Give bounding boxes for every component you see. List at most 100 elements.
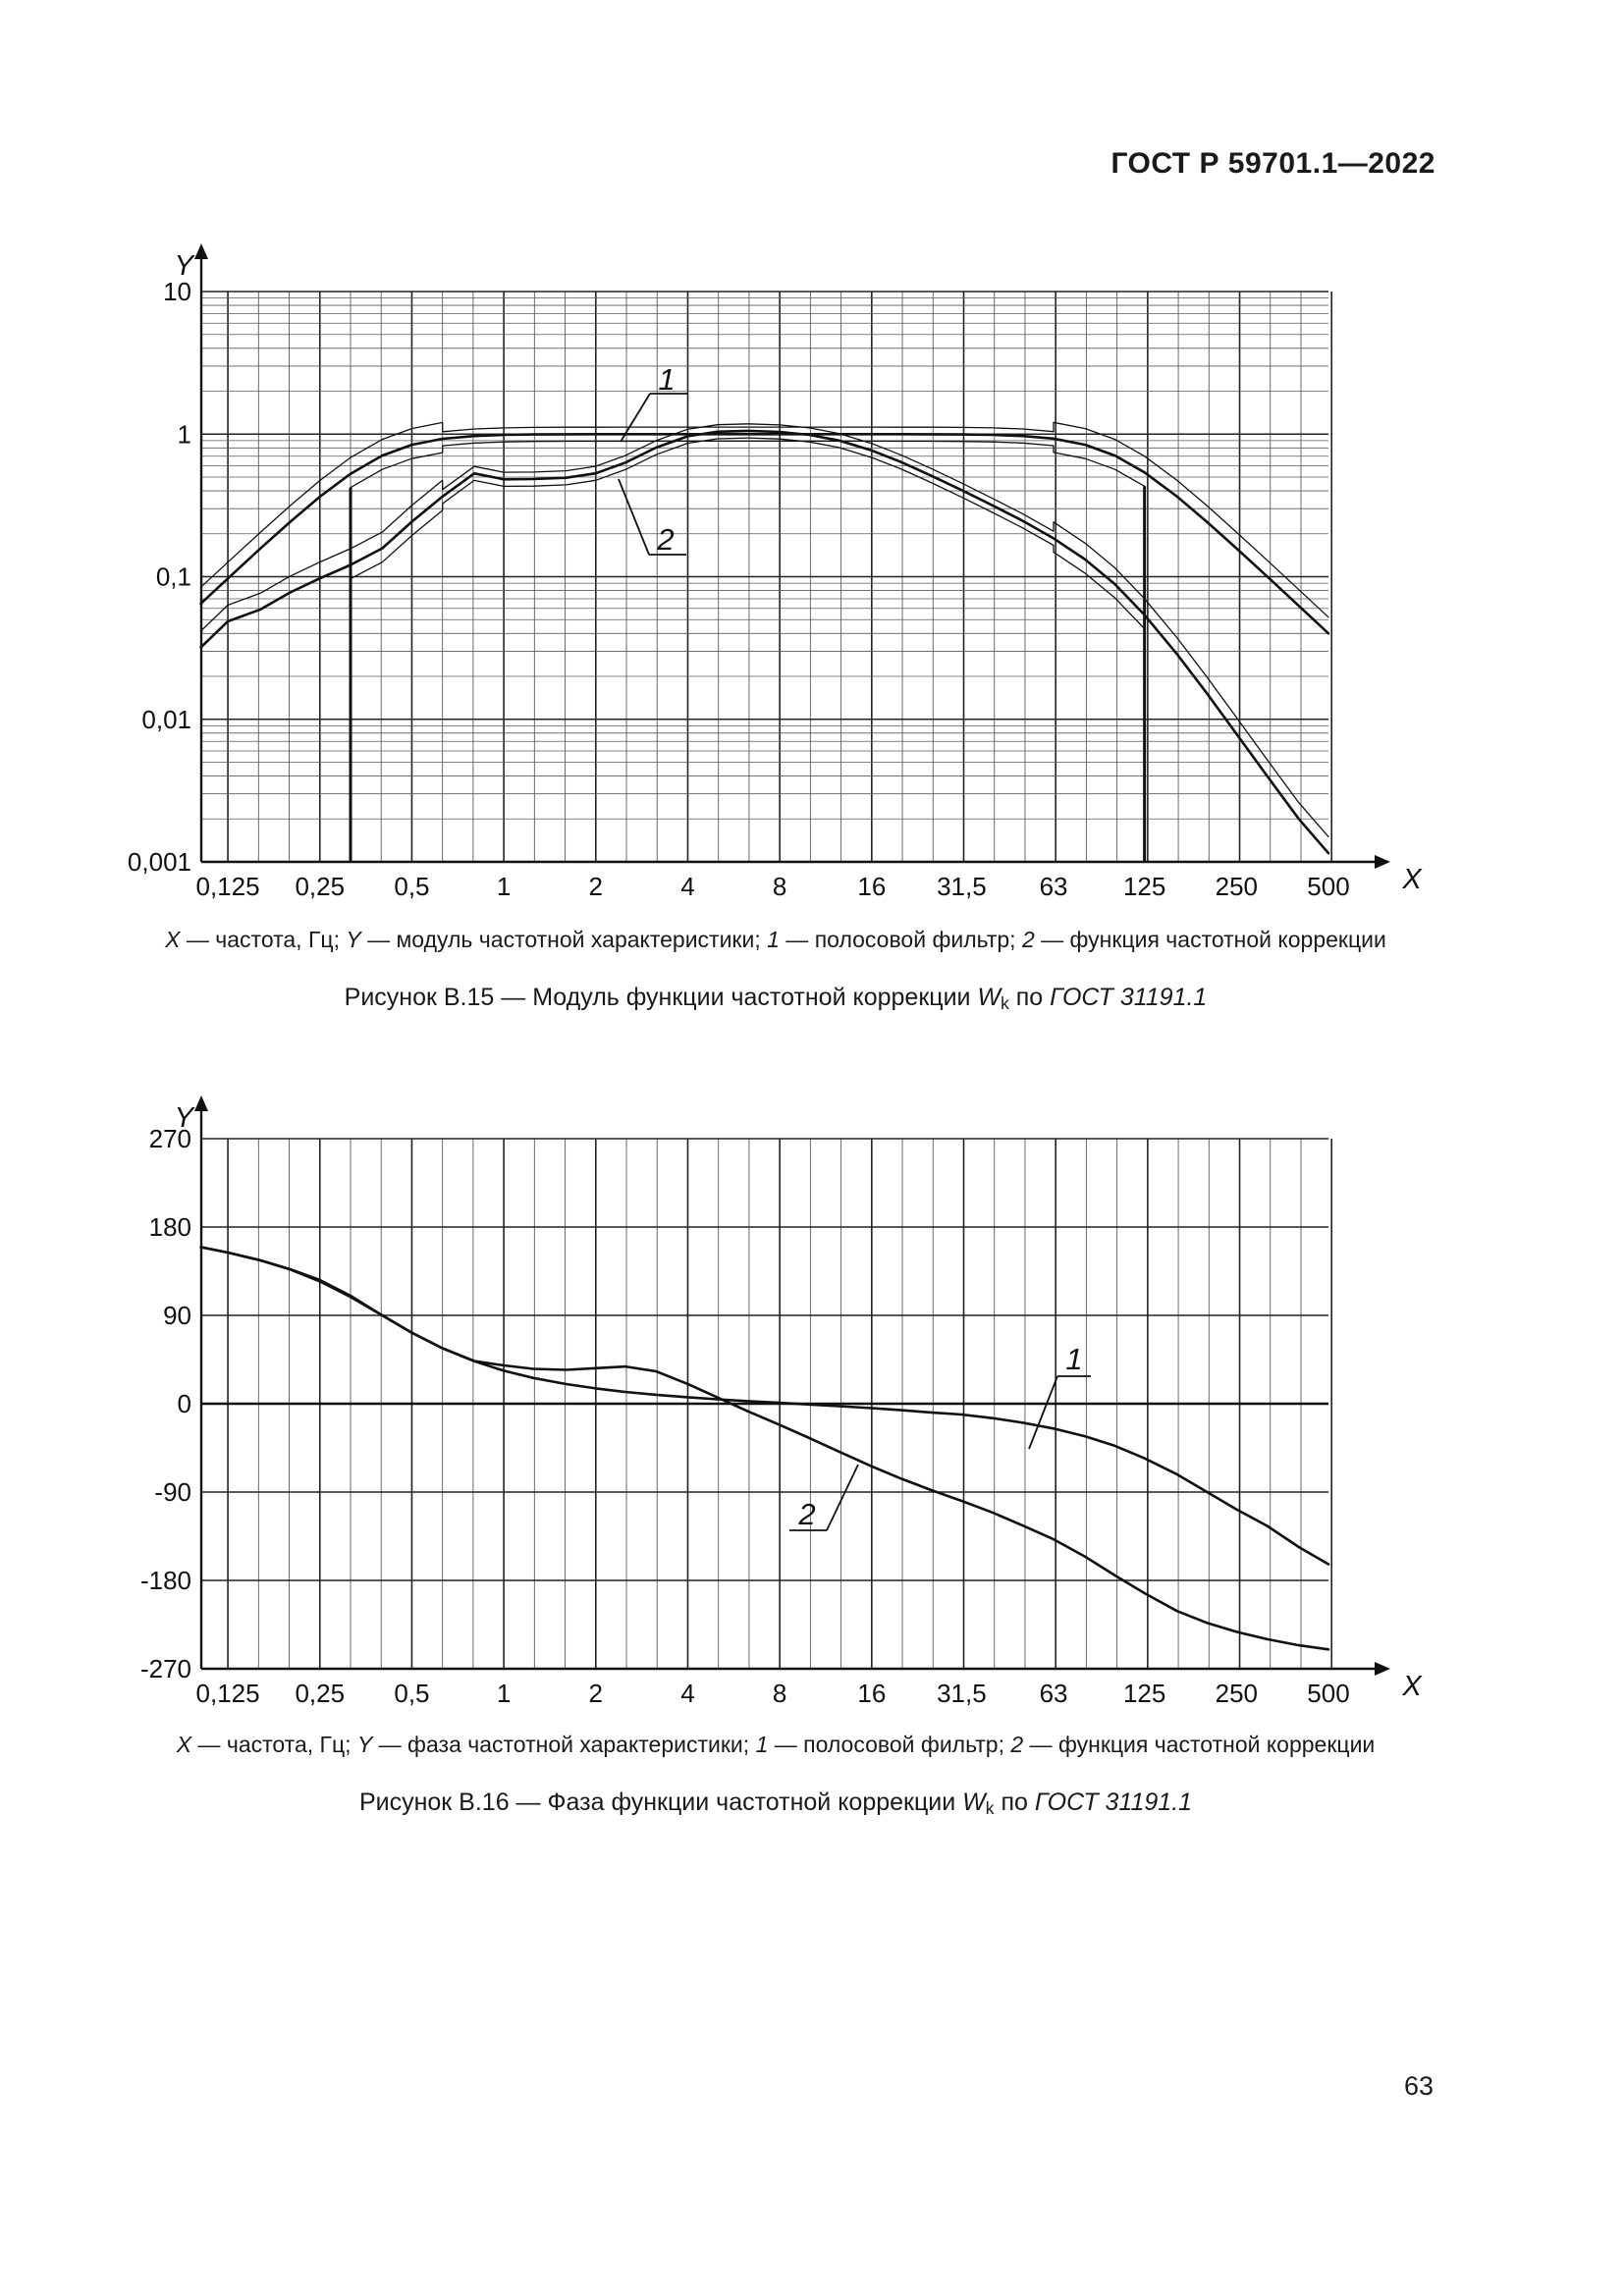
y-tick-label: 0,01 — [141, 705, 191, 734]
caption-segment: ГОСТ 31191.1 — [1050, 984, 1208, 1011]
caption-segment: Рисунок В.16 — Фаза функции частотной ко… — [358, 1789, 963, 1816]
x-tick-label: 250 — [1216, 872, 1258, 901]
x-tick-label: 1 — [497, 872, 511, 901]
y-tick-label: 10 — [163, 277, 191, 306]
x-tick-label: 16 — [857, 872, 886, 901]
callout-label: 2 — [656, 522, 674, 557]
caption-segment: Рисунок В.15 — Модуль функции частотной … — [344, 984, 978, 1011]
caption-segment: Y — [356, 1732, 373, 1757]
x-tick-label: 250 — [1216, 1679, 1258, 1708]
callout-label: 1 — [658, 362, 675, 397]
x-axis-arrow — [1375, 855, 1390, 869]
x-tick-label: 16 — [857, 1679, 886, 1708]
caption-segment: 2 — [1021, 927, 1035, 952]
fig15-title: Рисунок В.15 — Модуль функции частотной … — [0, 984, 1551, 1014]
fig16-callout-1: 1 — [1028, 1342, 1091, 1450]
fig15-curves — [199, 421, 1330, 855]
fig16-axes: YX — [175, 1095, 1423, 1702]
y-axis-arrow — [194, 243, 208, 259]
caption-segment: k — [985, 1798, 995, 1818]
caption-segment: — полосовой фильтр; — [768, 1732, 1011, 1757]
x-tick-label: 4 — [680, 1679, 694, 1708]
series-wk-correction-phase — [199, 1246, 1330, 1651]
y-tick-label: 180 — [149, 1212, 191, 1242]
x-axis-letter: X — [1401, 864, 1423, 895]
caption-segment: — полосовой фильтр; — [779, 927, 1022, 952]
x-tick-label: 500 — [1307, 1679, 1349, 1708]
caption-segment: Y — [346, 927, 361, 952]
y-tick-label: 0,1 — [156, 562, 191, 592]
x-axis-arrow — [1375, 1662, 1390, 1676]
x-tick-label: 8 — [773, 1679, 786, 1708]
x-tick-label: 63 — [1040, 872, 1068, 901]
document-header: ГОСТ Р 59701.1—2022 — [1110, 147, 1435, 180]
y-tick-label: 0 — [178, 1389, 191, 1418]
fig15-legend: X — частота, Гц; Y — модуль частотной ха… — [0, 927, 1551, 953]
x-tick-label: 125 — [1123, 1679, 1165, 1708]
y-tick-label: -270 — [140, 1654, 191, 1683]
callout-label: 1 — [1065, 1342, 1082, 1376]
fig16-grid — [201, 1138, 1333, 1670]
x-tick-label: 1 — [497, 1679, 511, 1708]
caption-segment: 1 — [767, 927, 780, 952]
x-tick-label: 8 — [773, 872, 786, 901]
series-wk-correction-function — [199, 429, 1330, 855]
fig16-title: Рисунок В.16 — Фаза функции частотной ко… — [0, 1789, 1551, 1819]
fig16-callout-2: 2 — [789, 1464, 859, 1531]
x-tick-label: 0,5 — [394, 872, 429, 901]
x-tick-label: 4 — [680, 872, 694, 901]
callout-leader-line — [826, 1464, 859, 1531]
fig15-grid — [201, 291, 1333, 863]
series-wk-upper-tolerance — [199, 423, 1329, 838]
y-axis-arrow — [194, 1095, 208, 1111]
x-tick-label: 0,25 — [295, 1679, 345, 1708]
fig15-axes: YX — [175, 243, 1423, 895]
callout-label: 2 — [797, 1497, 815, 1531]
fig16-curves — [199, 1246, 1330, 1651]
caption-segment: W — [962, 1789, 986, 1816]
x-tick-label: 125 — [1123, 872, 1165, 901]
caption-segment: X — [176, 1732, 192, 1757]
page-number: 63 — [1403, 2071, 1434, 2101]
x-tick-label: 0,125 — [196, 872, 260, 901]
x-tick-label: 0,125 — [196, 1679, 260, 1708]
x-tick-label: 0,25 — [295, 872, 345, 901]
y-tick-label: -90 — [154, 1477, 191, 1507]
caption-segment: — фаза частотной характеристики; — [372, 1732, 756, 1757]
x-tick-label: 2 — [589, 872, 603, 901]
series-bandpass-upper-tolerance — [199, 421, 1329, 618]
series-wk-lower-tolerance — [350, 437, 1146, 630]
caption-segment: ГОСТ 31191.1 — [1034, 1789, 1193, 1816]
fig15-callout-2: 2 — [618, 478, 686, 557]
caption-segment: — частота, Гц; — [180, 927, 347, 952]
caption-segment: — функция частотной коррекции — [1023, 1732, 1376, 1757]
y-tick-label: 0,001 — [128, 847, 191, 877]
y-axis-letter: Y — [175, 250, 196, 282]
y-tick-label: 90 — [163, 1301, 191, 1330]
caption-segment: W — [977, 984, 1001, 1011]
x-tick-label: 500 — [1307, 872, 1349, 901]
x-tick-label: 2 — [589, 1679, 603, 1708]
series-bandpass-lower-tolerance — [350, 440, 1146, 489]
fig16-legend: X — частота, Гц; Y — фаза частотной хара… — [0, 1732, 1551, 1758]
caption-segment: по — [1008, 984, 1051, 1011]
caption-segment: k — [1001, 993, 1009, 1013]
caption-segment: X — [165, 927, 181, 952]
y-tick-label: 270 — [149, 1124, 191, 1153]
x-tick-label: 31,5 — [937, 1679, 987, 1708]
caption-segment: — модуль частотной характеристики; — [360, 927, 768, 952]
x-tick-label: 31,5 — [937, 872, 987, 901]
caption-segment: — частота, Гц; — [191, 1732, 357, 1757]
caption-segment: — функция частотной коррекции — [1034, 927, 1386, 952]
caption-segment: 2 — [1010, 1732, 1024, 1757]
callout-leader-line — [620, 393, 651, 443]
caption-segment: по — [994, 1789, 1035, 1816]
x-axis-letter: X — [1401, 1671, 1423, 1702]
caption-segment: 1 — [755, 1732, 769, 1757]
